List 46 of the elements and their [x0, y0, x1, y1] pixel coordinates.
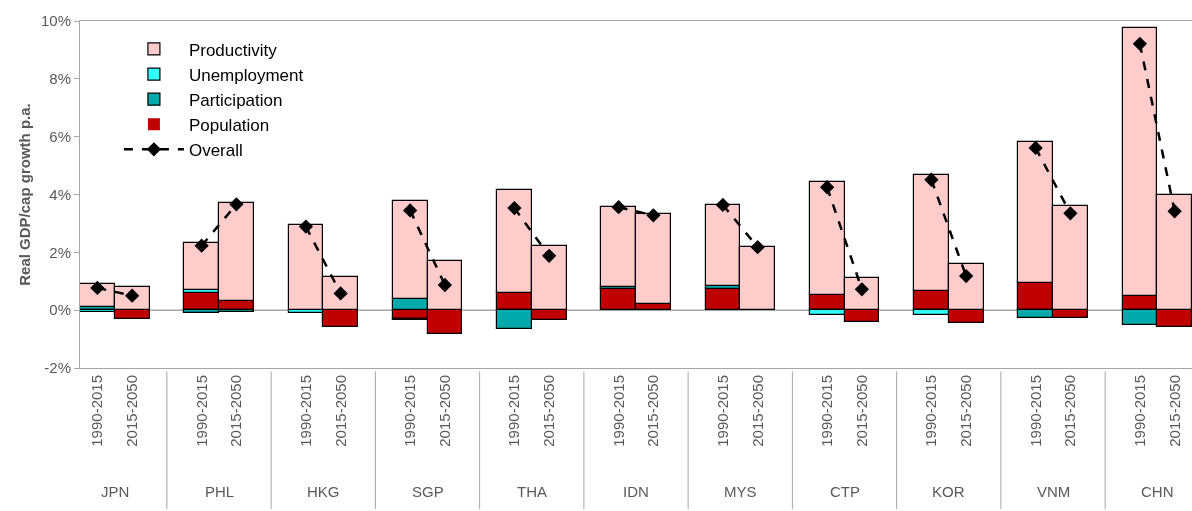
x-tick-label: 2015-2050: [227, 375, 245, 447]
x-tick-label: 2015-2050: [852, 375, 870, 447]
y-tick-label: 4%: [49, 185, 71, 203]
text: SGP: [412, 483, 444, 500]
y-tick-label: -2%: [44, 359, 71, 377]
x-tick-label: 1990-2015: [401, 375, 419, 447]
x-tick-label: 1990-2015: [192, 375, 210, 447]
x-tick-label: 2015-2050: [435, 375, 453, 447]
legend-label: Participation: [188, 90, 283, 110]
y-tick-label: 10%: [40, 12, 71, 30]
text: CHN: [1141, 483, 1174, 500]
text: HKG: [307, 483, 340, 500]
x-tick-label: 2015-2050: [1061, 375, 1079, 447]
y-tick-label: 0%: [49, 301, 71, 319]
x-tick-label: 1990-2015: [1130, 375, 1148, 447]
text: MYS: [724, 483, 757, 500]
text: JPN: [101, 483, 130, 500]
x-tick-label: 2015-2050: [331, 375, 349, 447]
x-tick-label: 2015-2050: [540, 375, 558, 447]
x-tick-label: 1990-2015: [922, 375, 940, 447]
y-tick-label: 6%: [49, 127, 71, 145]
x-tick-label: 1990-2015: [1026, 375, 1044, 447]
text: THA: [517, 483, 547, 500]
text: KOR: [932, 483, 965, 500]
legend-label: Unemployment: [188, 65, 304, 85]
y-tick-label: 2%: [49, 243, 71, 261]
legend-label: Overall: [188, 140, 243, 160]
x-tick-label: 2015-2050: [748, 375, 766, 447]
y-axis-title: Real GDP/cap growth p.a.: [16, 103, 34, 286]
y-tick-label: 8%: [49, 70, 71, 88]
x-tick-label: 1990-2015: [818, 375, 836, 447]
x-tick-label: 2015-2050: [644, 375, 662, 447]
text: PHL: [205, 483, 235, 500]
text: IDN: [623, 483, 649, 500]
x-tick-label: 1990-2015: [505, 375, 523, 447]
x-tick-label: 1990-2015: [296, 375, 314, 447]
text: CTP: [830, 483, 860, 500]
x-tick-label: 2015-2050: [957, 375, 975, 447]
x-tick-label: 2015-2050: [1165, 375, 1183, 447]
text: VNM: [1037, 483, 1071, 500]
legend-label: Population: [188, 115, 270, 135]
x-tick-label: 1990-2015: [713, 375, 731, 447]
legend-label: Productivity: [188, 40, 278, 60]
x-tick-label: 1990-2015: [609, 375, 627, 447]
x-tick-label: 1990-2015: [88, 375, 106, 447]
x-tick-label: 2015-2050: [123, 375, 141, 447]
